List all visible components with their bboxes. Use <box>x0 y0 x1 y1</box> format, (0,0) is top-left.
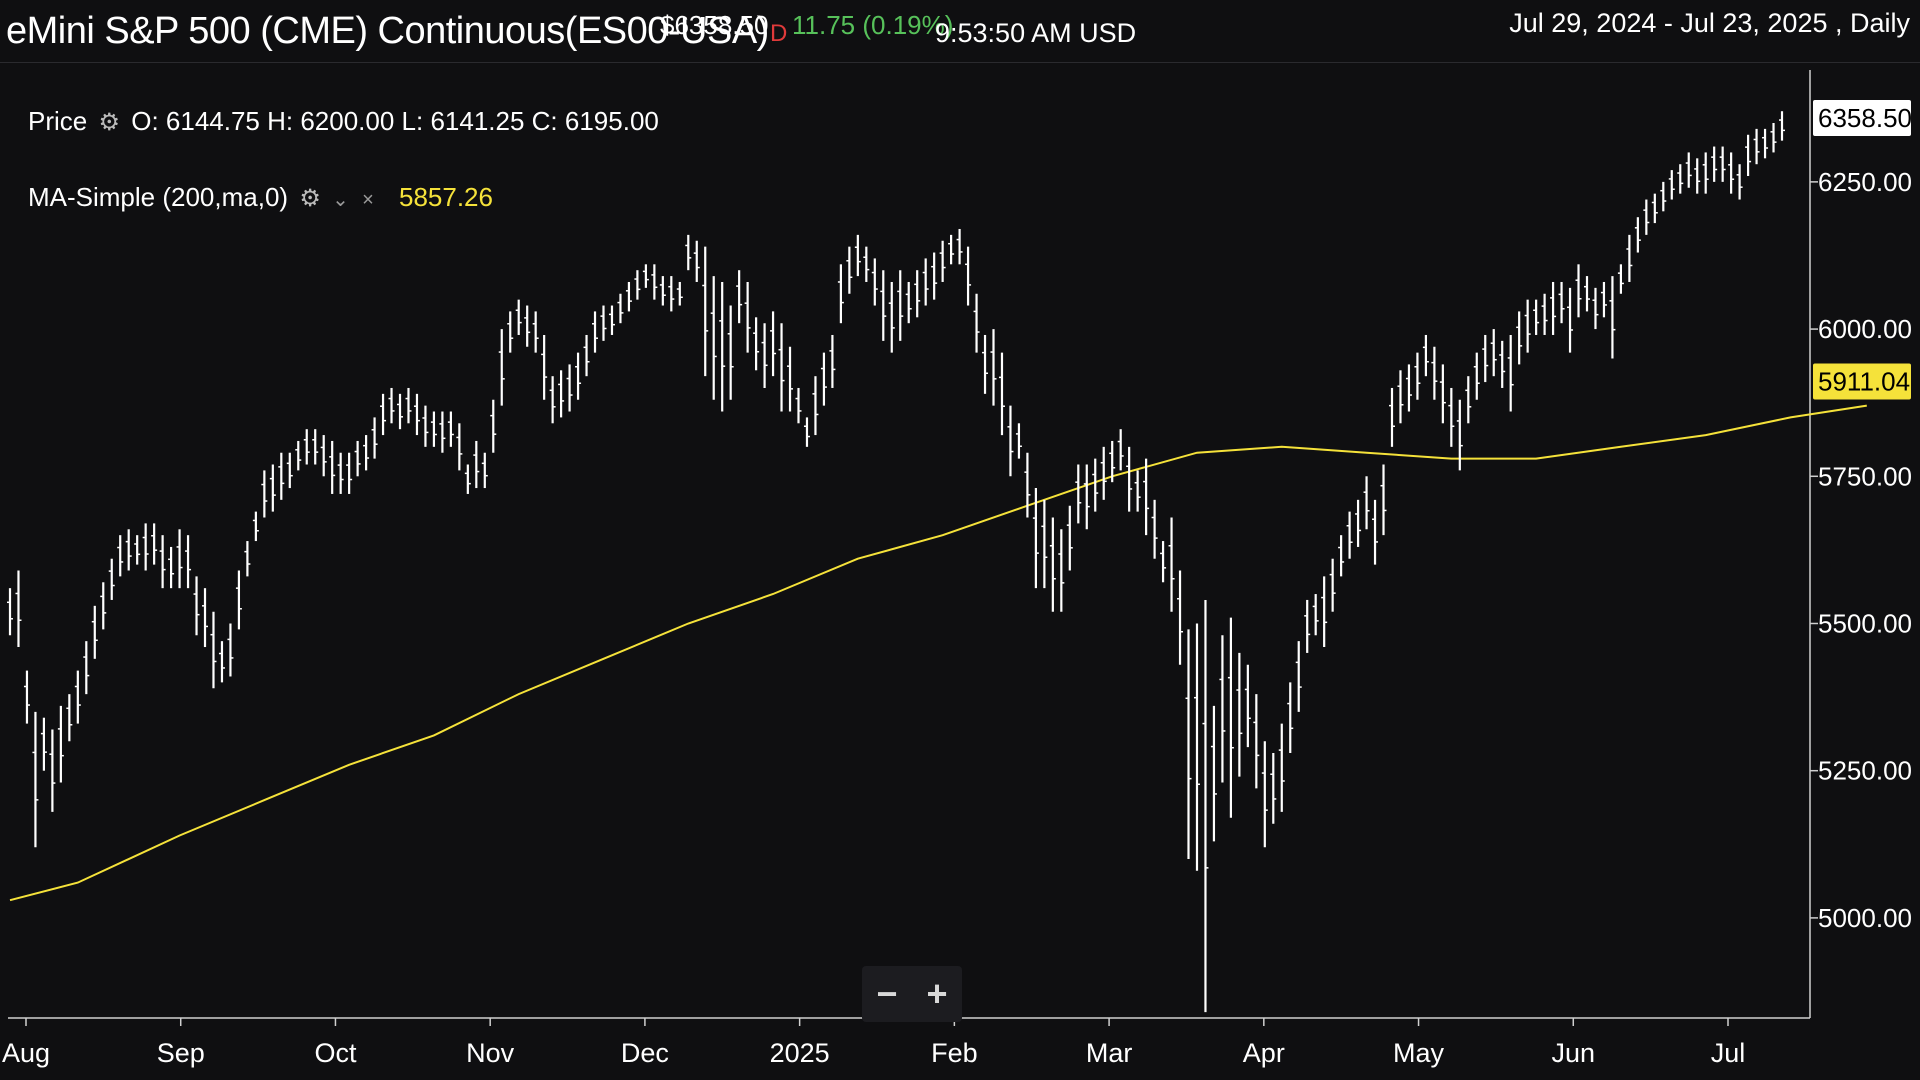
chevron-down-icon[interactable]: ⌄ <box>332 189 349 211</box>
chart-title: eMini S&P 500 (CME) Continuous(ES00-USA) <box>6 10 769 52</box>
quote-time: 9:53:50 AM USD <box>935 18 1137 48</box>
last-price-label: 6358.50 <box>1818 103 1912 133</box>
moving-average-layer <box>9 404 1867 902</box>
gear-icon[interactable]: ⚙ <box>98 109 120 136</box>
last-price: $6358.50 <box>660 10 769 40</box>
zoom-out-icon[interactable]: − <box>876 973 898 1014</box>
y-tick-label: 5750.00 <box>1818 461 1912 491</box>
x-tick-label: Sep <box>157 1038 205 1068</box>
x-tick-label: Jul <box>1711 1038 1746 1068</box>
ohlc-values: O: 6144.75 H: 6200.00 L: 6141.25 C: 6195… <box>131 106 659 136</box>
chart-axes <box>8 70 1818 1026</box>
x-tick-label: Aug <box>2 1038 50 1068</box>
ma-price-box <box>1813 363 1911 400</box>
x-tick-label: Nov <box>466 1038 515 1068</box>
zoom-in-icon[interactable]: + <box>926 973 948 1014</box>
price-label: Price <box>28 106 88 136</box>
x-tick-label: Apr <box>1243 1038 1285 1068</box>
ma-label: MA-Simple (200,ma,0) <box>28 182 289 212</box>
daily-flag: D <box>770 20 788 47</box>
gear-icon[interactable]: ⚙ <box>299 185 321 212</box>
x-tick-label: Jun <box>1551 1038 1595 1068</box>
y-tick-label: 5500.00 <box>1818 608 1912 638</box>
close-icon[interactable]: × <box>362 189 374 211</box>
ma-value: 5857.26 <box>398 182 493 212</box>
chart-header: eMini S&P 500 (CME) Continuous(ES00-USA)… <box>0 0 1920 63</box>
price-change: 11.75 (0.19%) <box>792 10 954 40</box>
x-tick-label: Oct <box>314 1038 357 1068</box>
ohlc-bars-layer <box>7 111 1785 1013</box>
ma-legend: MA-Simple (200,ma,0) ⚙ ⌄ × 5857.26 <box>28 182 493 213</box>
x-tick-label: 2025 <box>770 1038 830 1068</box>
x-tick-label: Mar <box>1086 1038 1133 1068</box>
last-price-box <box>1813 99 1911 136</box>
ma-200-line <box>9 404 1867 902</box>
y-tick-label: 5000.00 <box>1818 903 1912 933</box>
x-tick-label: Feb <box>931 1038 978 1068</box>
x-tick-label: May <box>1393 1038 1445 1068</box>
x-tick-label: Dec <box>621 1038 669 1068</box>
y-tick-label: 6000.00 <box>1818 314 1912 344</box>
zoom-controls: − + <box>862 966 962 1022</box>
date-range[interactable]: Jul 29, 2024 - Jul 23, 2025 , Daily <box>1509 8 1910 38</box>
axis-labels-layer: 5000.00 5250.00 5500.00 5750.00 6000.00 6250.… <box>2 99 1912 1068</box>
y-tick-label: 6250.00 <box>1818 167 1912 197</box>
ma-price-label: 5911.04 <box>1818 366 1910 396</box>
y-tick-label: 5250.00 <box>1818 756 1912 786</box>
price-legend: Price ⚙ O: 6144.75 H: 6200.00 L: 6141.25… <box>28 106 659 137</box>
